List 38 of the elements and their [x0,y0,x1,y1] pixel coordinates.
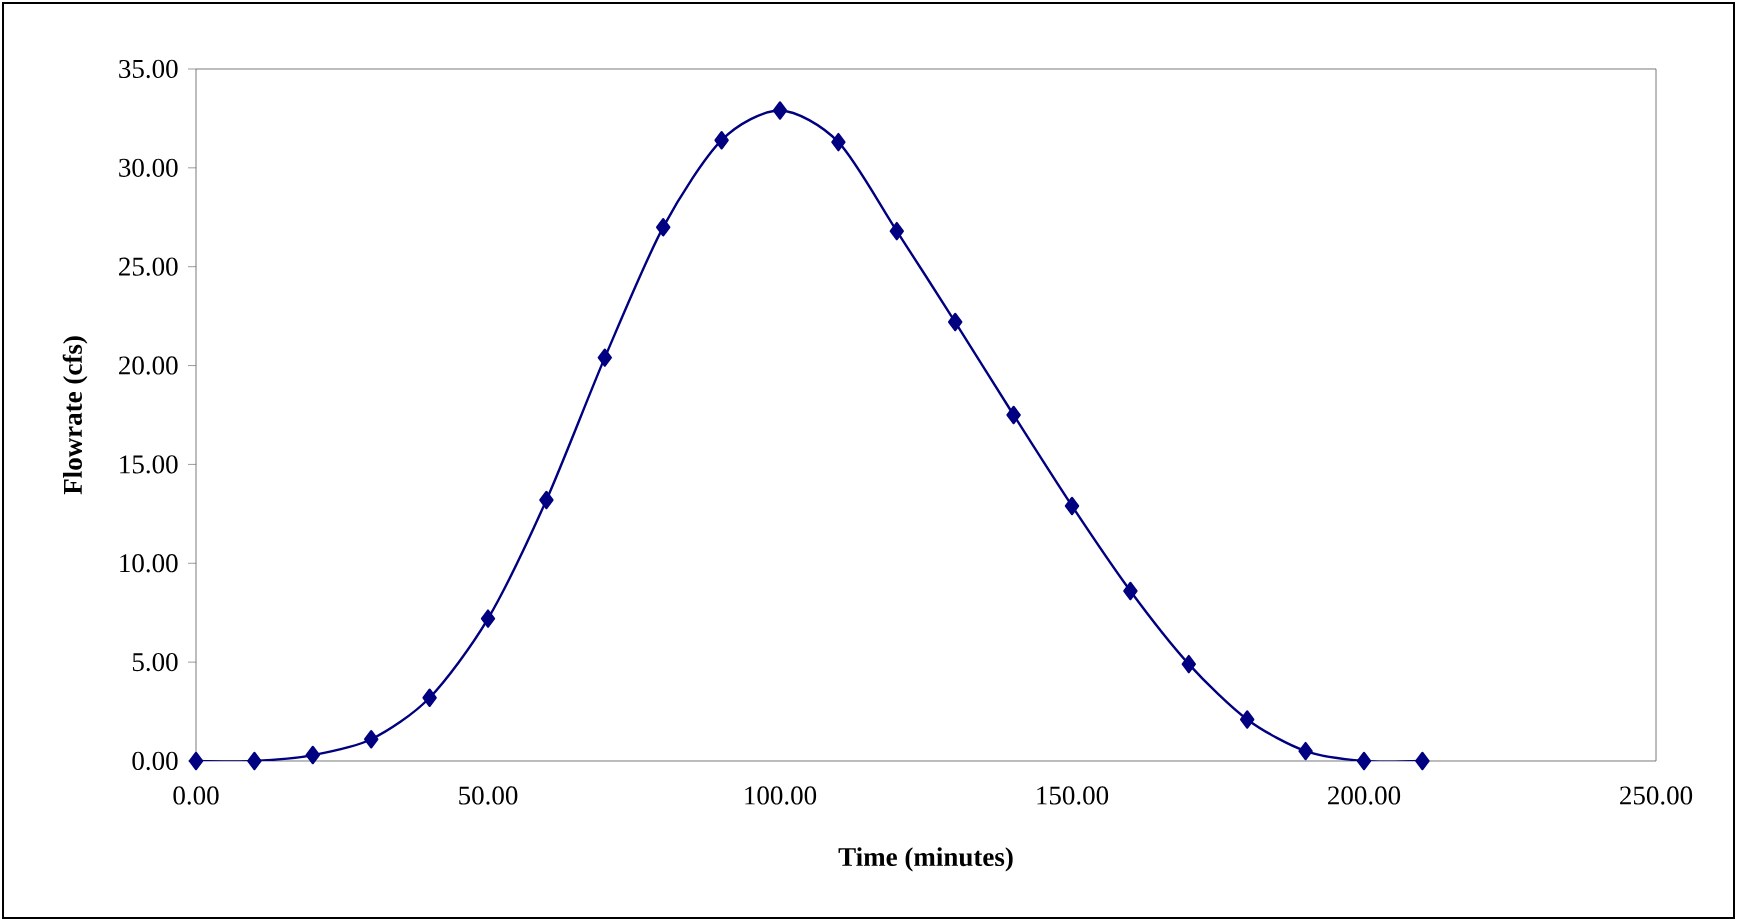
x-tick-label: 150.00 [1037,786,1109,805]
y-tick-label: 20.00 [119,356,178,375]
y-tick-label: 35.00 [119,59,178,79]
point [364,730,379,749]
point [889,221,905,241]
x-tick-label: 100.00 [745,786,817,805]
x-tick-label: 0.00 [173,786,219,805]
point [247,751,262,771]
y-tick-label: 25.00 [119,257,178,276]
point [1356,751,1372,771]
x-tick-label: 250.00 [1620,786,1693,805]
point [1123,581,1138,601]
x-tick-label: 50.00 [459,786,518,805]
point [656,217,671,237]
y-tick-label: 30.00 [119,158,178,178]
point [1181,654,1196,674]
point [1064,496,1080,516]
x-axis-title: Time (minutes) [838,847,1013,872]
point [422,688,437,707]
point [772,101,788,120]
point [714,130,729,150]
point [948,312,963,332]
point [597,348,613,367]
point [1415,751,1430,771]
point [305,745,321,765]
point [1240,710,1255,729]
y-tick-label: 15.00 [120,455,178,474]
point [480,609,496,628]
y-tick-label: 0.00 [132,751,178,771]
point [831,132,846,152]
point [1006,405,1021,425]
point [539,490,554,510]
y-axis-title: Flowrate (cfs) [62,336,88,495]
y-tick-label: 5.00 [132,652,178,672]
point [1298,741,1313,761]
x-tick-label: 200.00 [1328,786,1401,805]
point [188,751,204,771]
y-tick-label: 10.00 [120,554,178,573]
